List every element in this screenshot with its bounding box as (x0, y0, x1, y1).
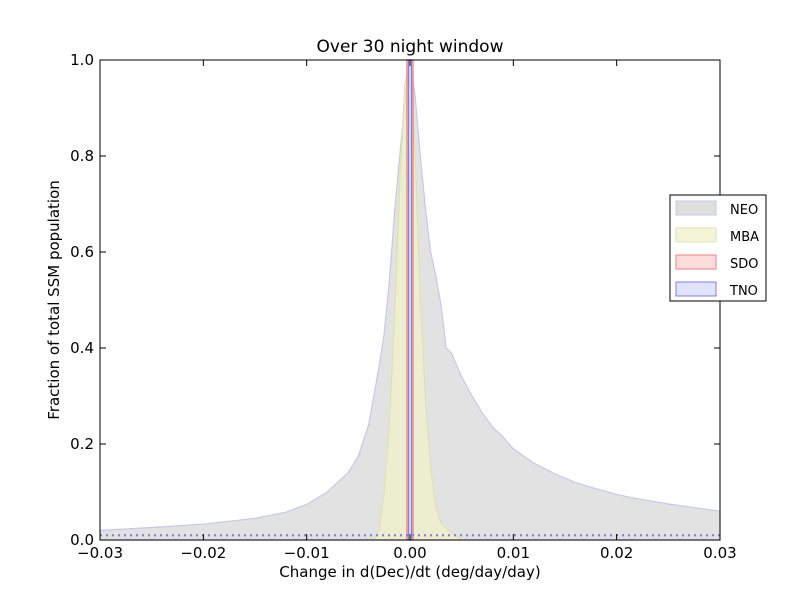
legend-label-tno: TNO (729, 284, 758, 299)
x-axis-label: Change in d(Dec)/dt (deg/day/day) (279, 563, 540, 581)
series-layer (99, 59, 721, 541)
legend-label-neo: NEO (730, 203, 758, 218)
legend-swatch-neo (675, 200, 717, 216)
legend-label-mba: MBA (730, 230, 759, 245)
legend-swatch-sdo (675, 254, 717, 270)
y-tick-label: 0.4 (70, 339, 94, 357)
y-axis-label: Fraction of total SSM population (45, 180, 63, 420)
x-tick-label: −0.03 (77, 544, 123, 562)
x-tick-label: −0.01 (284, 544, 330, 562)
legend-swatch-mba (675, 227, 717, 243)
y-tick-label: 0.0 (70, 531, 94, 549)
x-tick-label: 0.01 (497, 544, 530, 562)
ticks-layer: −0.03 −0.02 −0.01 0.00 0.01 0.02 0.03 0.0 0.2 0.4… (70, 51, 737, 562)
y-tick-label: 0.6 (70, 243, 94, 261)
x-tick-label: 0.00 (393, 544, 426, 562)
y-tick-label: 0.8 (70, 147, 94, 165)
series-tno-area (407, 59, 413, 541)
y-tick-label: 1.0 (70, 51, 94, 69)
y-tick-label: 0.2 (70, 435, 94, 453)
legend-label-sdo: SDO (730, 257, 759, 272)
legend: NEO MBA SDO TNO (669, 194, 767, 302)
x-tick-label: 0.02 (600, 544, 633, 562)
x-tick-label: 0.03 (703, 544, 736, 562)
legend-swatch-tno (675, 281, 717, 297)
series-mba-area (372, 59, 464, 541)
x-tick-label: −0.02 (180, 544, 226, 562)
chart-title: Over 30 night window (317, 37, 504, 57)
